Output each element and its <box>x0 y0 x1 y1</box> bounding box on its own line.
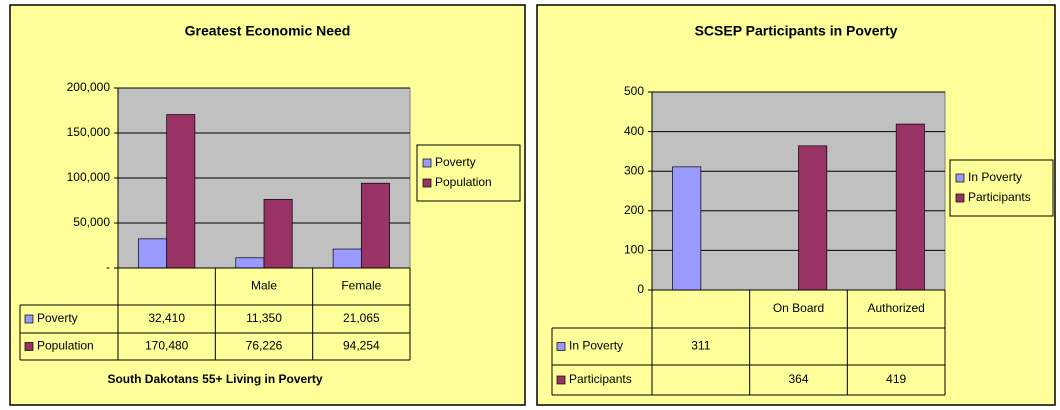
legend-label: In Poverty <box>968 170 1022 184</box>
bar <box>332 248 362 269</box>
x-axis-label: South Dakotans 55+ Living in Poverty <box>107 372 322 386</box>
bar <box>138 238 168 269</box>
legend-label: Population <box>435 175 492 189</box>
bar <box>798 145 828 291</box>
table-series-name: Participants <box>569 372 632 386</box>
table-series-name: Population <box>37 339 94 353</box>
table-value: 76,226 <box>246 339 283 353</box>
y-tick-label: 150,000 <box>67 125 111 139</box>
y-tick-label: 500 <box>624 84 644 98</box>
table-key <box>556 342 566 351</box>
bar <box>235 257 265 269</box>
y-tick-label: 200,000 <box>67 80 111 94</box>
legend-key <box>422 158 432 168</box>
legend-label: Poverty <box>435 155 476 169</box>
bar <box>166 114 196 269</box>
x-tick-label: On Board <box>773 301 824 315</box>
legend-key <box>955 193 965 203</box>
chart-title: SCSEP Participants in Poverty <box>695 23 898 39</box>
table-value: 170,480 <box>145 339 189 353</box>
table-value: 419 <box>886 372 906 386</box>
table-series-name: In Poverty <box>569 339 623 353</box>
bar <box>672 166 702 291</box>
table-key <box>556 375 566 385</box>
table-value: 21,065 <box>343 311 380 325</box>
x-tick-label: Authorized <box>867 301 924 315</box>
table-series-name: Poverty <box>37 311 78 325</box>
y-tick-label: - <box>106 260 110 274</box>
y-tick-label: 0 <box>637 282 644 296</box>
chart-title: Greatest Economic Need <box>185 23 351 39</box>
legend-key <box>422 178 432 188</box>
x-tick-label: Female <box>341 279 381 293</box>
y-tick-label: 200 <box>624 203 644 217</box>
bar <box>360 182 390 269</box>
table-value: 32,410 <box>148 311 185 325</box>
y-tick-label: 100,000 <box>67 170 111 184</box>
table-key <box>24 314 34 324</box>
legend-label: Participants <box>968 190 1031 204</box>
table-value: 94,254 <box>343 339 380 353</box>
table-value: 311 <box>691 339 710 353</box>
legend-key <box>955 173 965 183</box>
bar <box>895 123 925 291</box>
y-tick-label: 100 <box>624 243 644 257</box>
table-value: 11,350 <box>246 311 282 325</box>
legend-box <box>416 144 521 202</box>
bar <box>263 199 293 269</box>
y-tick-label: 300 <box>624 163 644 177</box>
y-tick-label: 50,000 <box>73 215 110 229</box>
y-tick-label: 400 <box>624 124 644 138</box>
legend-box <box>949 159 1054 217</box>
table-key <box>24 342 34 351</box>
x-tick-label: Male <box>251 279 277 293</box>
table-value: 364 <box>788 372 808 386</box>
